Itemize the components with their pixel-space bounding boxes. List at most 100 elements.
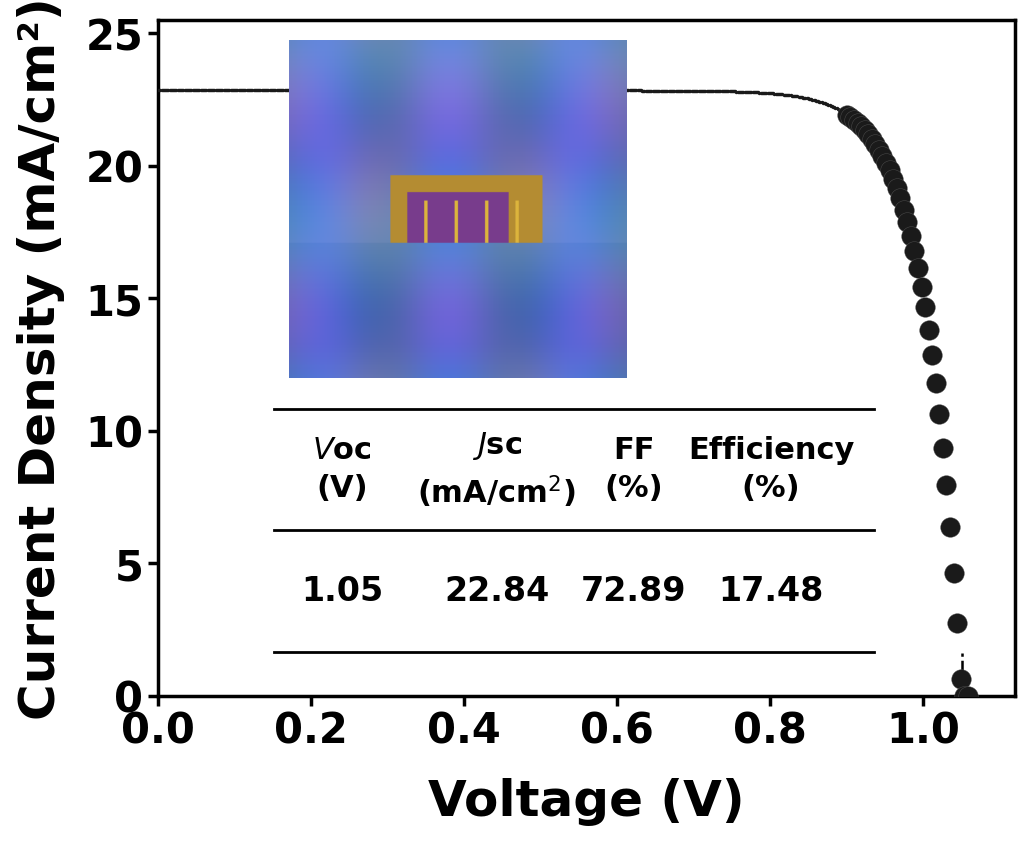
Point	[610, 84, 627, 98]
Point	[599, 84, 616, 98]
Point	[657, 84, 673, 98]
Point	[540, 84, 557, 98]
Point	[248, 84, 265, 98]
Point	[367, 84, 384, 98]
Point	[777, 88, 794, 102]
Point	[638, 84, 655, 98]
Point	[272, 84, 289, 98]
Point	[446, 84, 463, 98]
Point	[234, 84, 251, 98]
Point	[422, 84, 438, 98]
Point	[613, 84, 630, 98]
Point	[198, 84, 214, 98]
Point	[670, 84, 687, 98]
Point	[692, 84, 708, 98]
Point	[817, 97, 833, 110]
Point	[158, 84, 174, 98]
Point	[439, 84, 456, 98]
Point	[453, 84, 469, 98]
Point	[151, 84, 167, 98]
Point	[810, 95, 827, 109]
Text: 22.84: 22.84	[443, 574, 548, 608]
Point	[500, 84, 517, 98]
Point	[338, 84, 355, 98]
Point	[447, 84, 464, 98]
Point	[789, 90, 805, 104]
Point	[358, 84, 374, 98]
Point	[723, 85, 739, 99]
Point	[337, 84, 354, 98]
Point	[698, 85, 714, 99]
Point	[169, 84, 186, 98]
Point	[824, 100, 840, 114]
Point	[330, 84, 346, 98]
Point	[733, 85, 750, 99]
Point	[360, 84, 376, 98]
Point	[927, 376, 943, 390]
Point	[579, 84, 596, 98]
Point	[558, 84, 574, 98]
Point	[327, 84, 343, 98]
Point	[773, 88, 790, 102]
Point	[587, 84, 603, 98]
Point	[531, 84, 547, 98]
Point	[333, 84, 350, 98]
Point	[666, 84, 683, 98]
Point	[798, 92, 814, 105]
Point	[262, 84, 278, 98]
Point	[162, 84, 178, 98]
Point	[747, 86, 764, 99]
Point	[176, 84, 193, 98]
Point	[429, 84, 445, 98]
Point	[427, 84, 443, 98]
Point	[238, 84, 255, 98]
Point	[583, 84, 599, 98]
Point	[654, 84, 670, 98]
Point	[523, 84, 539, 98]
Point	[308, 84, 325, 98]
Point	[302, 84, 319, 98]
Point	[187, 84, 203, 98]
Point	[941, 520, 958, 534]
Point	[714, 85, 731, 99]
Point	[576, 84, 593, 98]
Point	[689, 84, 705, 98]
Point	[923, 349, 939, 362]
Point	[563, 84, 579, 98]
Point	[443, 84, 460, 98]
Point	[208, 84, 225, 98]
Point	[672, 84, 689, 98]
Point	[321, 84, 337, 98]
Point	[873, 150, 890, 163]
Point	[671, 84, 688, 98]
Point	[393, 84, 409, 98]
Point	[668, 84, 685, 98]
Point	[694, 84, 710, 98]
Point	[487, 84, 503, 98]
Point	[503, 84, 520, 98]
Point	[734, 86, 751, 99]
Point	[178, 84, 195, 98]
Point	[253, 84, 269, 98]
Point	[378, 84, 395, 98]
Point	[190, 84, 206, 98]
Point	[398, 84, 414, 98]
Point	[822, 99, 838, 113]
Point	[454, 84, 470, 98]
Point	[608, 84, 625, 98]
Point	[569, 84, 586, 98]
Point	[743, 86, 760, 99]
Point	[406, 84, 423, 98]
Point	[738, 86, 755, 99]
Point	[750, 86, 766, 99]
Point	[366, 84, 383, 98]
Point	[710, 85, 727, 99]
Point	[397, 84, 413, 98]
Point	[463, 84, 479, 98]
Point	[210, 84, 227, 98]
Point	[637, 84, 654, 98]
Point	[418, 84, 434, 98]
Point	[402, 84, 419, 98]
Point	[570, 84, 587, 98]
Point	[491, 84, 507, 98]
